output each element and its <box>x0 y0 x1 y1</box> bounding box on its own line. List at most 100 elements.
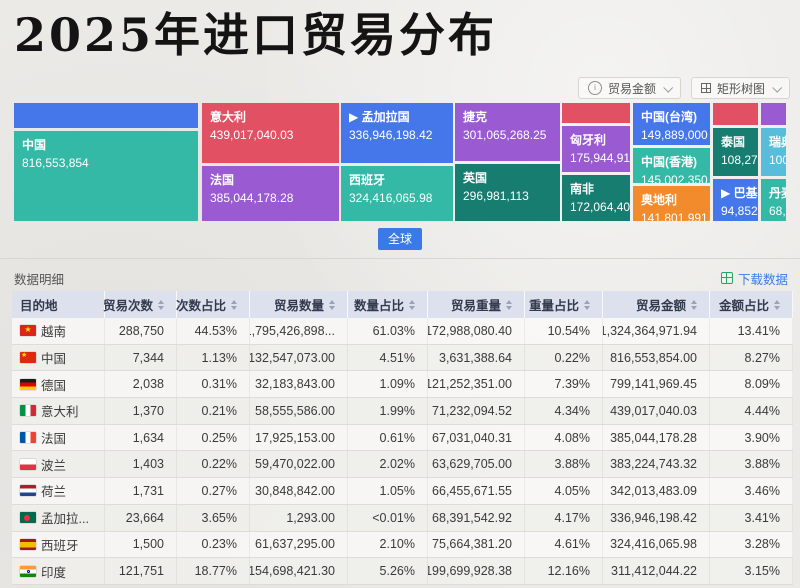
chevron-down-icon <box>772 82 783 93</box>
treemap-cell-label: 泰国 <box>721 135 746 149</box>
value-cell: 1.13% <box>177 344 250 371</box>
value-cell: 67,031,040.31 <box>428 424 525 451</box>
value-cell: 4.51% <box>348 344 428 371</box>
table-row: 法国 1,634 0.25% 17,925,153.00 0.61% 67,031,040… <box>12 424 793 452</box>
value-cell: 5.26% <box>348 558 428 584</box>
column-header[interactable]: 贸易重量 <box>428 291 525 318</box>
value-cell: 172,988,080.40 <box>428 318 525 344</box>
treemap-cell[interactable]: 奥地利 141,801,991.26 <box>633 186 710 221</box>
value-cell: 336,946,198.42 <box>603 504 710 531</box>
treemap: 中国 816,553,854 意大利 439,017,040.03 法国 385,044,… <box>12 100 786 223</box>
section-divider <box>0 258 800 259</box>
sort-icon <box>158 299 164 310</box>
value-cell: 4.34% <box>525 398 603 424</box>
value-cell: 0.22% <box>525 344 603 371</box>
treemap-cell[interactable]: 西班牙 324,416,065.98 <box>341 166 453 221</box>
value-cell: 288,750 <box>105 318 177 344</box>
table-row: 德国 2,038 0.31% 32,183,843.00 1.09% 121,252,35… <box>12 371 793 399</box>
value-cell: 3.88% <box>710 451 793 478</box>
treemap-cell[interactable]: ▶ 巴基... 94,852,... <box>713 179 758 221</box>
column-header-label: 贸易金额 <box>635 299 686 313</box>
value-cell: 18.77% <box>177 558 250 584</box>
treemap-cell-value: 149,889,000 <box>641 128 708 142</box>
detail-header: 数据明细 下载数据 <box>14 269 788 287</box>
download-data-link[interactable]: 下载数据 <box>720 269 788 288</box>
value-cell: 0.27% <box>177 478 250 504</box>
value-cell: 10.54% <box>525 318 603 344</box>
value-cell: 12.16% <box>525 558 603 584</box>
destination-label: 中国 <box>41 352 67 367</box>
table-row: 西班牙 1,500 0.23% 61,637,295.00 2.10% 75,664,38… <box>12 531 793 559</box>
column-header-label: 贸易次数 <box>102 299 153 313</box>
table-row: 意大利 1,370 0.21% 58,555,586.00 1.99% 71,232,09… <box>12 398 793 425</box>
treemap-cell-label: 中国(香港) <box>641 155 697 169</box>
treemap-cell-label: 中国(台湾) <box>641 110 697 124</box>
value-cell: 1.05% <box>348 478 428 504</box>
column-header[interactable]: 贸易数量 <box>250 291 348 318</box>
column-header[interactable]: 数量占比 <box>348 291 428 318</box>
treemap-cell[interactable]: 中国(台湾) 149,889,000 <box>633 103 710 145</box>
column-header[interactable]: 金额占比 <box>710 291 793 318</box>
table-header: 目的地 贸易次数 次数占比 贸易数量 数量占比 贸易重量 重量占比 贸易金额 金额占比 <box>12 291 793 318</box>
value-cell: 3.46% <box>710 478 793 504</box>
treemap-cell[interactable]: 泰国 108,27... <box>713 128 758 176</box>
destination-cell: 越南 <box>12 318 105 344</box>
italy-flag-icon <box>20 405 36 417</box>
treemap-cell[interactable]: 法国 385,044,178.28 <box>202 166 339 221</box>
treemap-cell[interactable]: 中国 816,553,854 <box>14 131 198 221</box>
treemap-cell[interactable]: 丹麦 68,5... <box>761 179 786 221</box>
treemap-cell[interactable]: 意大利 439,017,040.03 <box>202 103 339 163</box>
table-row: 孟加拉... 23,664 3.65% 1,293.00 <0.01% 68,391,54… <box>12 504 793 532</box>
treemap-cell[interactable]: 捷克 301,065,268.25 <box>455 103 560 161</box>
treemap-cell[interactable]: 瑞典 100,6... <box>761 128 786 176</box>
destination-label: 西班牙 <box>41 538 79 553</box>
france-flag-icon <box>20 432 36 444</box>
poland-flag-icon <box>20 458 36 470</box>
value-cell: 439,017,040.03 <box>603 398 710 424</box>
column-header[interactable]: 贸易金额 <box>603 291 710 318</box>
treemap-cell[interactable] <box>713 103 758 125</box>
value-cell: 7,344 <box>105 344 177 371</box>
column-header[interactable]: 贸易次数 <box>102 291 177 318</box>
treemap-breadcrumb-global[interactable]: 全球 <box>377 228 423 250</box>
value-cell: 324,416,065.98 <box>603 531 710 558</box>
destination-label: 孟加拉... <box>41 512 89 527</box>
treemap-cell-value: 68,5... <box>769 204 786 218</box>
value-cell: 385,044,178.28 <box>603 424 710 451</box>
metric-dropdown-label: 贸易金额 <box>607 81 656 96</box>
destination-label: 意大利 <box>41 405 79 420</box>
value-cell: 58,555,586.00 <box>250 398 348 424</box>
treemap-cell[interactable] <box>14 103 198 128</box>
value-cell: 4.17% <box>525 504 603 531</box>
treemap-cell[interactable]: 英国 296,981,113 <box>455 164 560 221</box>
treemap-cell-value: 141,801,991.26 <box>641 211 710 221</box>
table-row: 越南 288,75044.53%1,795,426,898...61.03%172… <box>12 318 793 345</box>
treemap-cell[interactable] <box>761 103 786 125</box>
treemap-cell[interactable]: 匈牙利 175,944,910.58 <box>562 126 630 172</box>
column-header[interactable]: 重量占比 <box>525 291 603 318</box>
treemap-cell[interactable] <box>562 103 630 123</box>
value-cell: 132,547,073.00 <box>250 344 348 371</box>
sort-icon <box>691 299 697 310</box>
treemap-cell-label: 匈牙利 <box>570 133 607 147</box>
treemap-cell[interactable]: 中国(香港) 145,002,350.73 <box>633 148 710 183</box>
treemap-cell-label: 瑞典 <box>769 135 786 149</box>
value-cell: 0.21% <box>177 398 250 424</box>
column-header[interactable]: 次数占比 <box>176 291 250 318</box>
metric-dropdown[interactable]: 贸易金额 <box>577 77 681 99</box>
treemap-cell-label: ▶ 巴基... <box>721 186 758 200</box>
value-cell: 1,293.00 <box>250 504 348 531</box>
value-cell: 799,141,969.45 <box>603 371 710 398</box>
chart-type-dropdown[interactable]: 矩形树图 <box>690 77 790 99</box>
value-cell: 3.88% <box>525 451 603 478</box>
value-cell: 75,664,381.20 <box>428 531 525 558</box>
treemap-cell-value: 296,981,113 <box>463 189 529 203</box>
treemap-cell[interactable]: 南非 172,064,407.59 <box>562 175 630 221</box>
section-title: 数据明细 <box>14 272 65 287</box>
treemap-cell-value: 385,044,178.28 <box>210 191 294 205</box>
treemap-cell-value: 100,6... <box>769 153 786 167</box>
value-cell: 8.09% <box>710 371 793 398</box>
treemap-cell[interactable]: ▶ 孟加拉国 336,946,198.42 <box>341 103 453 163</box>
value-cell: 1,500 <box>105 531 177 558</box>
